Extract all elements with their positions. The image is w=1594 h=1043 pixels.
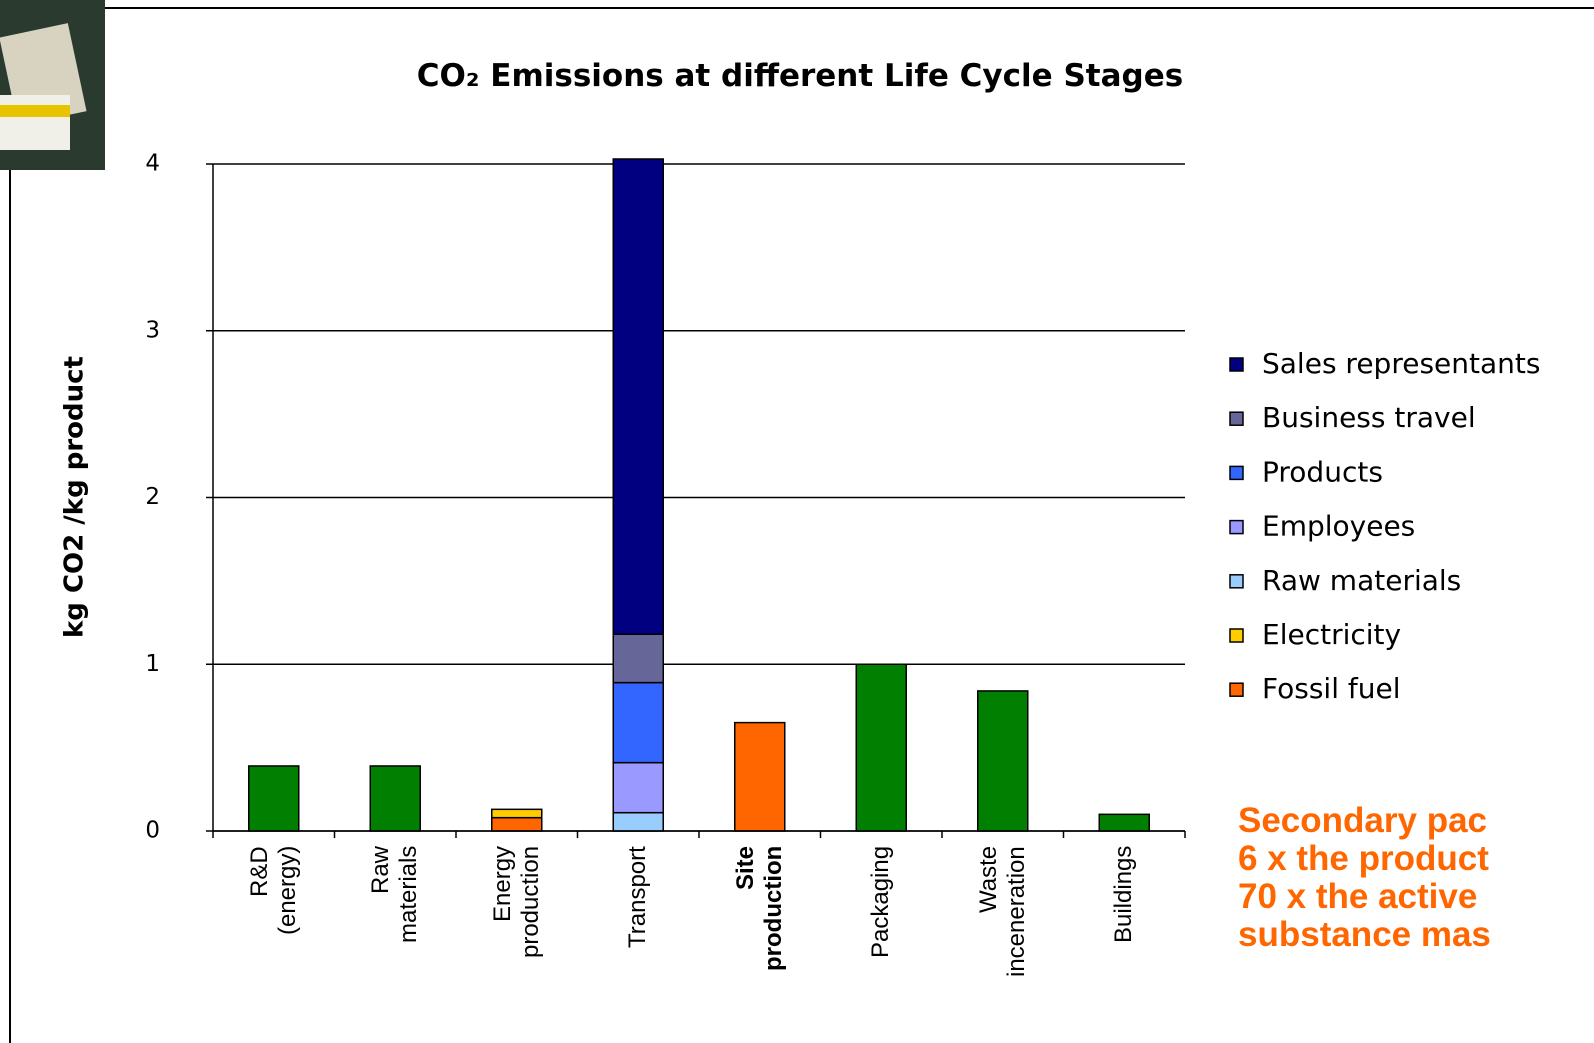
legend-label: Raw materials <box>1262 564 1461 597</box>
bar-segment <box>491 808 543 819</box>
annotation: Secondary pac 6 x the product 70 x the a… <box>1238 801 1491 954</box>
x-tick-label: Energy production <box>488 846 544 959</box>
legend-swatch <box>1229 411 1244 426</box>
legend-label: Fossil fuel <box>1262 672 1400 705</box>
bar-segment <box>612 633 664 684</box>
bar-segment <box>734 721 786 832</box>
bar-segment <box>612 158 664 635</box>
legend-label: Electricity <box>1262 618 1401 651</box>
bar-segment <box>612 811 664 832</box>
bar-segment <box>248 765 300 832</box>
legend-label: Business travel <box>1262 401 1476 434</box>
y-axis-label: kg CO2 /kg product <box>60 356 90 638</box>
legend-swatch <box>1229 682 1244 697</box>
x-tick-label: Waste inceneration <box>974 846 1030 977</box>
bar-segment <box>977 690 1029 832</box>
y-tick-label: 1 <box>145 651 160 677</box>
x-tick-label: Site production <box>731 846 787 972</box>
bar-segment <box>612 761 664 814</box>
x-tick-label: Packaging <box>867 846 895 959</box>
y-tick-label: 3 <box>145 317 160 343</box>
x-tick-label: R&D (energy) <box>245 846 301 936</box>
y-tick-label: 4 <box>145 151 160 177</box>
logo-pack <box>0 95 70 150</box>
bar-segment <box>369 765 421 832</box>
y-tick-label: 2 <box>145 484 160 510</box>
x-tick-label: Raw materials <box>367 846 423 944</box>
legend-label: Employees <box>1262 510 1415 543</box>
chart-title: CO₂ Emissions at different Life Cycle St… <box>416 58 1184 94</box>
legend-swatch <box>1229 357 1244 372</box>
legend-swatch <box>1229 628 1244 643</box>
bar-segment <box>1098 813 1150 832</box>
bar-segment <box>491 816 543 832</box>
x-tick-label: Transport <box>624 846 652 948</box>
bar-segment <box>612 681 664 764</box>
legend-label: Sales representants <box>1262 347 1540 380</box>
legend-swatch <box>1229 574 1244 589</box>
legend-label: Products <box>1262 455 1383 488</box>
x-tick-label: Buildings <box>1110 846 1138 944</box>
logo-stripe <box>0 105 70 117</box>
legend-swatch <box>1229 465 1244 481</box>
legend-swatch <box>1229 519 1244 535</box>
y-tick-label: 0 <box>145 818 160 844</box>
bar-segment <box>855 663 907 832</box>
